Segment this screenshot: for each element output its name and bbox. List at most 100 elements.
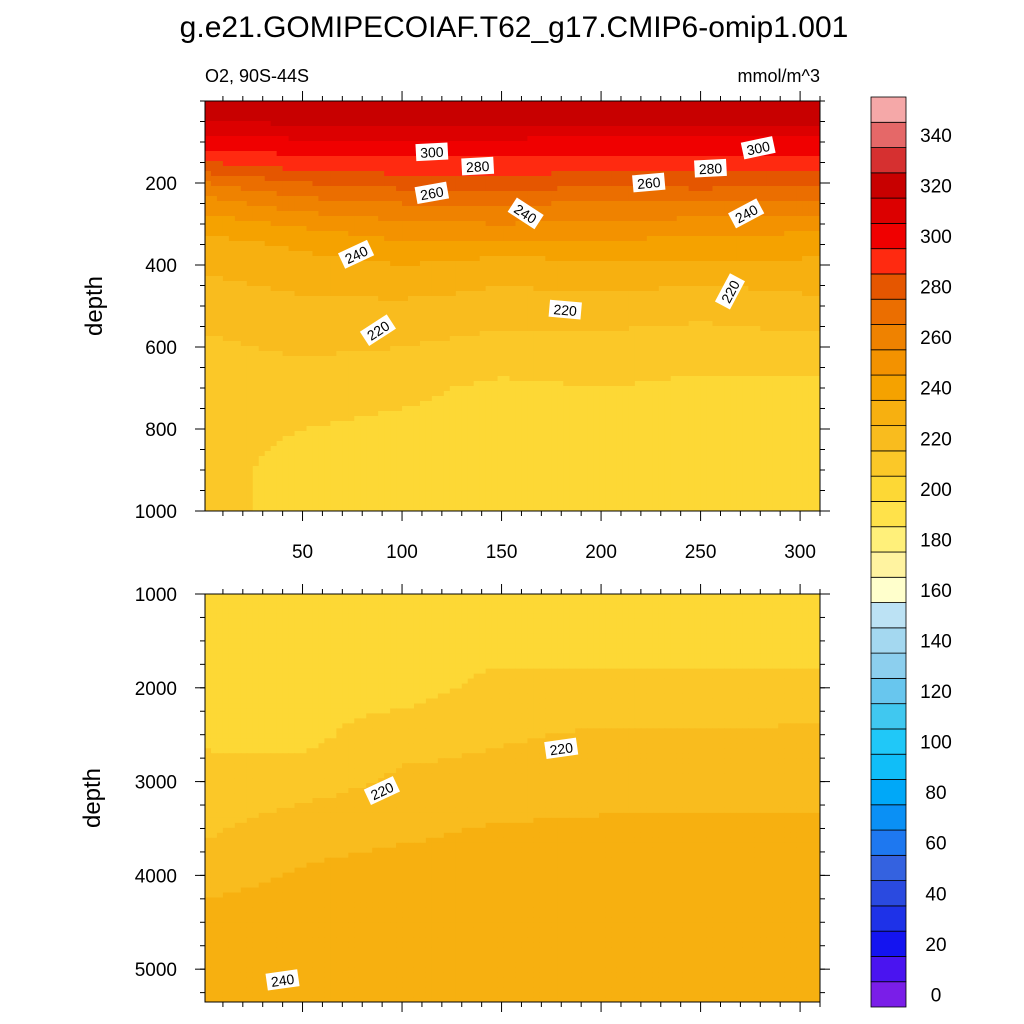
contour-fill-cell: [628, 191, 636, 197]
contour-fill-cell: [342, 336, 349, 342]
contour-fill-cell: [425, 166, 433, 172]
contour-fill-cell: [443, 296, 451, 302]
contour-fill-cell: [300, 251, 308, 257]
contour-fill-cell: [270, 111, 278, 117]
contour-fill-cell: [712, 196, 720, 202]
contour-fill-cell: [694, 226, 702, 232]
contour-fill-cell: [473, 136, 481, 142]
contour-fill-cell: [300, 226, 308, 232]
contour-fill-cell: [234, 221, 242, 227]
contour-fill-cell: [628, 266, 636, 272]
contour-fill-cell: [646, 336, 654, 342]
contour-fill-cell: [670, 331, 678, 337]
contour-fill-cell: [515, 336, 523, 342]
contour-fill-cell: [372, 271, 379, 277]
contour-fill-cell: [425, 181, 433, 187]
contour-fill-cell: [437, 276, 445, 282]
contour-fill-cell: [521, 156, 529, 162]
contour-fill-cell: [318, 306, 326, 312]
contour-fill-cell: [467, 191, 475, 197]
contour-fill-cell: [461, 206, 469, 212]
contour-fill-cell: [778, 141, 785, 147]
contour-fill-cell: [294, 161, 302, 167]
contour-fill-cell: [258, 251, 266, 257]
contour-fill-cell: [611, 266, 618, 272]
contour-fill-cell: [766, 261, 773, 267]
contour-fill-cell: [646, 126, 654, 132]
contour-fill-cell: [270, 146, 278, 152]
contour-fill-cell: [808, 141, 815, 147]
contour-fill-cell: [593, 176, 600, 182]
contour-fill-cell: [467, 311, 475, 317]
contour-fill-cell: [772, 316, 779, 322]
contour-fill-cell: [264, 206, 272, 212]
contour-fill-cell: [210, 166, 218, 172]
contour-fill-cell: [628, 311, 636, 317]
contour-fill-cell: [348, 151, 355, 157]
contour-fill-cell: [796, 221, 803, 227]
contour-fill-cell: [246, 191, 254, 197]
contour-fill-cell: [611, 246, 618, 252]
contour-fill-cell: [306, 336, 314, 342]
contour-fill-cell: [616, 291, 624, 297]
contour-fill-cell: [485, 316, 493, 322]
contour-fill-cell: [628, 281, 636, 287]
contour-fill-cell: [467, 296, 475, 302]
contour-fill-cell: [276, 246, 284, 252]
contour-fill-cell: [402, 281, 409, 287]
contour-fill-cell: [628, 326, 636, 332]
contour-fill-cell: [455, 266, 463, 272]
contour-fill-cell: [676, 236, 684, 242]
contour-fill-cell: [396, 146, 403, 152]
contour-fill-cell: [712, 136, 720, 142]
contour-fill-cell: [366, 311, 373, 317]
contour-fill-cell: [652, 191, 660, 197]
contour-fill-cell: [396, 116, 403, 122]
contour-fill-cell: [467, 256, 475, 262]
contour-fill-cell: [270, 341, 278, 347]
contour-fill-cell: [605, 241, 612, 247]
contour-fill-cell: [312, 341, 320, 347]
contour-fill-cell: [354, 201, 361, 207]
contour-fill-cell: [605, 251, 612, 257]
contour-fill-cell: [700, 301, 708, 307]
contour-fill-cell: [509, 281, 517, 287]
contour-fill-cell: [443, 121, 451, 127]
contour-fill-cell: [264, 216, 272, 222]
contour-fill-cell: [455, 206, 463, 212]
contour-fill-cell: [258, 261, 266, 267]
contour-fill-cell: [682, 336, 690, 342]
contour-fill-cell: [551, 201, 558, 207]
contour-fill-cell: [461, 246, 469, 252]
contour-fill-cell: [312, 326, 320, 332]
contour-fill-cell: [210, 261, 218, 267]
contour-fill-cell: [616, 121, 624, 127]
contour-fill-cell: [551, 126, 558, 132]
contour-fill-cell: [372, 291, 379, 297]
contour-fill-cell: [348, 266, 355, 272]
contour-fill-cell: [342, 181, 349, 187]
contour-fill-cell: [408, 206, 415, 212]
contour-fill-cell: [772, 166, 779, 172]
contour-fill-cell: [706, 136, 714, 142]
contour-fill-cell: [521, 336, 529, 342]
contour-fill-cell: [521, 116, 529, 122]
contour-fill-cell: [336, 311, 343, 317]
contour-fill-cell: [587, 111, 594, 117]
contour-fill-cell: [354, 226, 361, 232]
contour-fill-cell: [449, 166, 457, 172]
contour-fill-cell: [264, 246, 272, 252]
contour-fill-cell: [593, 256, 600, 262]
contour-fill-cell: [527, 156, 534, 162]
contour-fill-cell: [431, 271, 439, 277]
contour-fill-cell: [425, 176, 433, 182]
contour-fill-cell: [688, 176, 696, 182]
contour-fill-cell: [210, 101, 218, 107]
contour-fill-cell: [330, 211, 337, 217]
contour-fill-cell: [419, 236, 427, 242]
contour-fill-cell: [748, 171, 755, 177]
contour-fill-cell: [497, 261, 505, 267]
contour-fill-cell: [628, 331, 636, 337]
contour-fill-cell: [652, 101, 660, 107]
contour-fill-cell: [706, 196, 714, 202]
